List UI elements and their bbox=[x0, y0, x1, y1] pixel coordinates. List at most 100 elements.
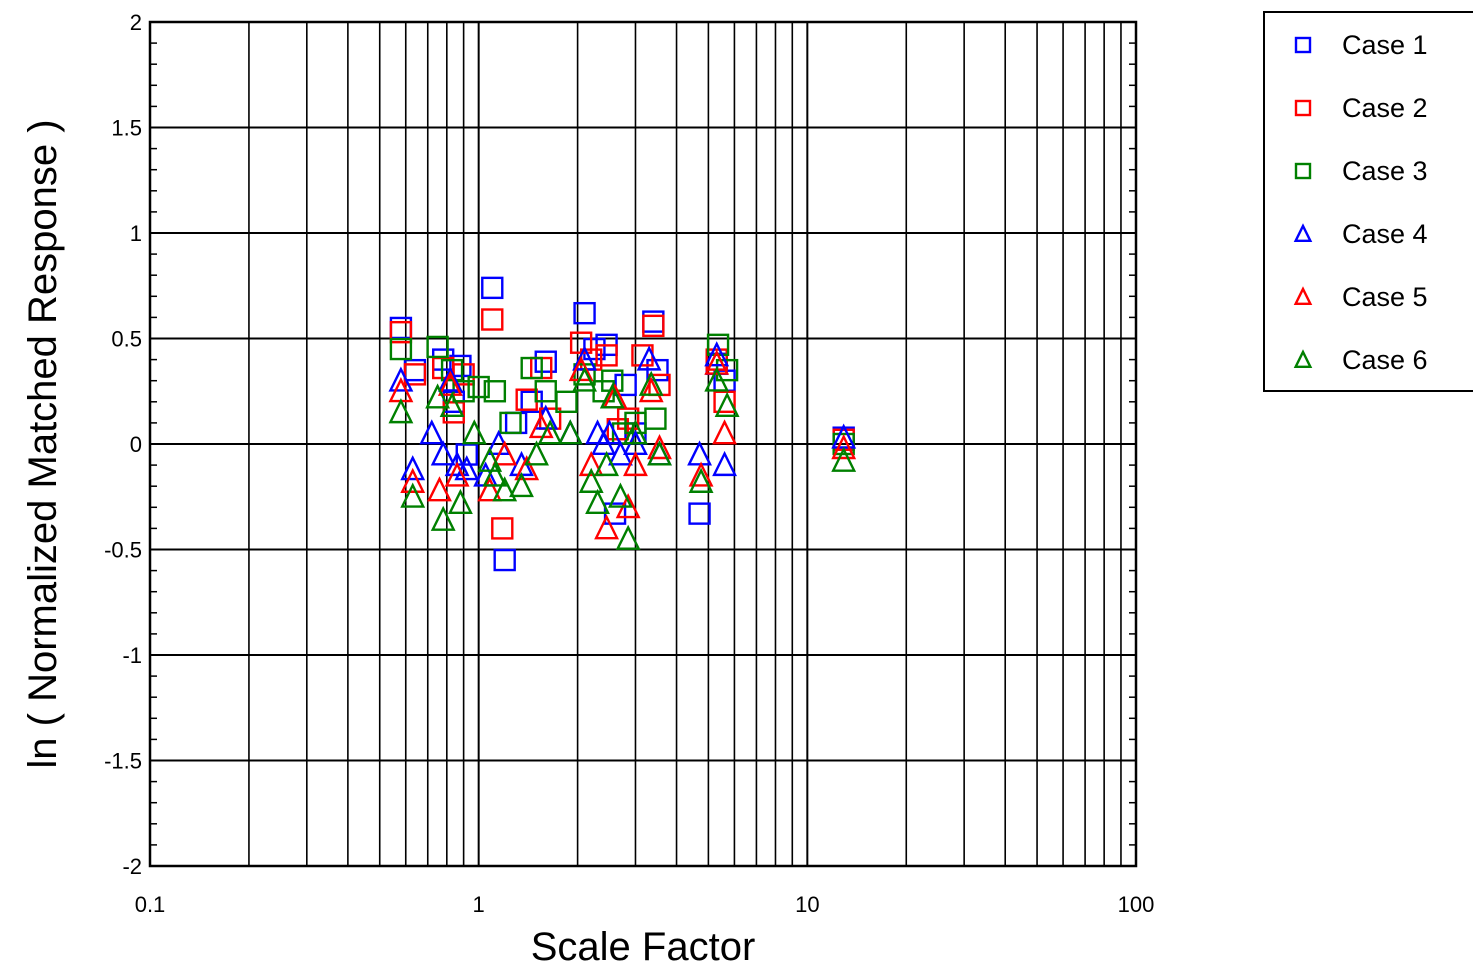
data-point bbox=[594, 514, 620, 540]
data-point bbox=[572, 366, 597, 392]
data-point bbox=[482, 461, 508, 487]
data-point bbox=[597, 419, 622, 445]
legend-label: Case 1 bbox=[1342, 30, 1428, 60]
legend-marker bbox=[1293, 223, 1313, 243]
data-point bbox=[509, 471, 534, 498]
data-point bbox=[419, 419, 445, 445]
data-point bbox=[585, 488, 610, 515]
data-point bbox=[595, 344, 618, 367]
data-point bbox=[447, 488, 473, 515]
y-axis-title: ln ( Normalized Matched Response ) bbox=[21, 119, 65, 768]
legend-label: Case 2 bbox=[1342, 93, 1428, 123]
data-point bbox=[688, 467, 714, 493]
data-point bbox=[439, 391, 465, 417]
y-tick-label: 2 bbox=[130, 10, 142, 35]
data-point bbox=[704, 366, 730, 392]
data-point bbox=[388, 366, 414, 392]
axis-ticks bbox=[150, 21, 1136, 867]
x-tick-label: 10 bbox=[795, 892, 819, 917]
y-tick-label: -1 bbox=[122, 643, 142, 668]
data-point bbox=[831, 446, 857, 472]
data-point bbox=[449, 354, 472, 378]
data-point bbox=[454, 455, 480, 481]
data-point bbox=[388, 398, 414, 424]
data-point bbox=[430, 505, 456, 531]
data-point bbox=[638, 370, 664, 396]
data-point bbox=[444, 461, 470, 487]
data-point bbox=[616, 407, 640, 430]
data-point bbox=[389, 316, 413, 340]
x-tick-label: 100 bbox=[1118, 892, 1155, 917]
x-axis-title: Scale Factor bbox=[531, 925, 756, 969]
data-point bbox=[477, 446, 503, 472]
data-point bbox=[687, 440, 712, 466]
data-point bbox=[638, 377, 664, 403]
data-point bbox=[499, 411, 522, 435]
y-tick-label: 1 bbox=[130, 221, 142, 246]
data-point bbox=[492, 476, 518, 502]
legend-marker bbox=[1294, 36, 1312, 54]
data-point bbox=[615, 524, 641, 550]
legend-marker bbox=[1293, 349, 1313, 369]
data-point bbox=[492, 440, 518, 466]
data-point bbox=[534, 350, 557, 373]
data-point bbox=[644, 407, 667, 430]
x-tick-label: 0.1 bbox=[135, 892, 166, 917]
data-point bbox=[430, 440, 456, 466]
data-point bbox=[647, 434, 672, 460]
data-point bbox=[688, 461, 714, 487]
y-tick-labels: 2 1.5 1 0.5 0 -0.5 -1 -1.5 -2 bbox=[104, 10, 142, 879]
data-point bbox=[557, 419, 583, 445]
legend-box bbox=[1263, 11, 1473, 392]
data-point bbox=[481, 308, 504, 331]
legend-label: Case 3 bbox=[1342, 156, 1428, 186]
data-point bbox=[594, 450, 620, 477]
data-point bbox=[608, 482, 633, 508]
data-point bbox=[467, 375, 490, 399]
legend: Case 1 Case 2 Case 3 Case 4 Case 5 Case 6 bbox=[1263, 11, 1473, 392]
data-point bbox=[568, 355, 594, 382]
data-point bbox=[704, 341, 730, 367]
legend-marker bbox=[1294, 99, 1312, 117]
data-point bbox=[704, 349, 730, 375]
data-point bbox=[403, 363, 427, 386]
data-point bbox=[623, 450, 648, 477]
legend-label: Case 5 bbox=[1342, 282, 1428, 312]
legend-label: Case 4 bbox=[1342, 219, 1428, 249]
data-point bbox=[427, 476, 452, 502]
data-point bbox=[514, 455, 540, 481]
data-point bbox=[477, 476, 503, 502]
data-point bbox=[831, 434, 857, 460]
legend-marker bbox=[1293, 286, 1313, 306]
data-point bbox=[642, 314, 665, 338]
legend-items: Case 1 Case 2 Case 3 Case 4 Case 5 Case 6 bbox=[1293, 30, 1428, 375]
data-point bbox=[714, 391, 740, 417]
data-point bbox=[491, 517, 514, 540]
data-point bbox=[712, 419, 738, 445]
data-point bbox=[647, 440, 672, 466]
data-point bbox=[520, 356, 543, 380]
data-point bbox=[524, 440, 549, 466]
data-point bbox=[400, 455, 426, 481]
data-point bbox=[403, 358, 427, 382]
y-tick-label: 0 bbox=[130, 432, 142, 457]
data-point bbox=[481, 276, 504, 300]
data-point bbox=[493, 548, 516, 572]
data-point bbox=[573, 301, 596, 325]
data-point bbox=[440, 358, 464, 382]
data-point bbox=[426, 335, 449, 359]
legend-marker bbox=[1294, 162, 1312, 180]
data-point bbox=[555, 390, 578, 413]
data-point bbox=[389, 337, 413, 361]
data-point bbox=[437, 366, 463, 392]
data-point bbox=[528, 412, 554, 439]
data-point bbox=[578, 450, 604, 477]
data-point bbox=[437, 370, 463, 396]
data-point bbox=[389, 320, 413, 344]
y-tick-label: -1.5 bbox=[104, 749, 142, 774]
data-point bbox=[400, 467, 426, 493]
grid-lines bbox=[150, 22, 1136, 866]
data-point bbox=[713, 390, 736, 413]
data-point bbox=[712, 450, 738, 477]
data-point bbox=[504, 411, 528, 435]
